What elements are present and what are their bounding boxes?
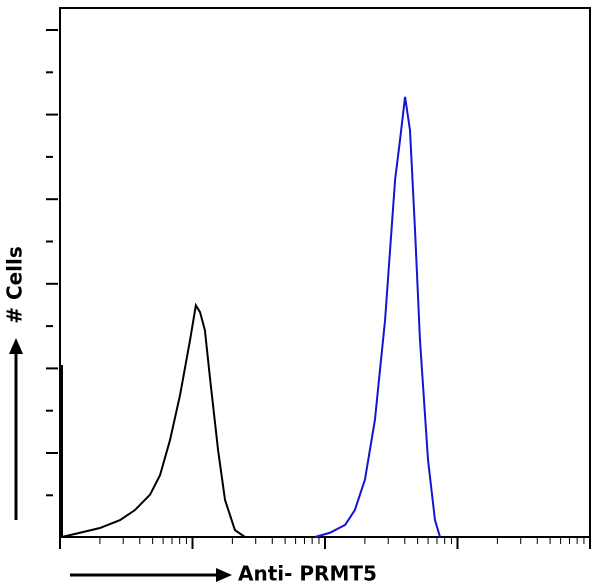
histogram-line [314,96,441,538]
y-axis-label: # Cells [3,246,27,324]
histogram-line [61,302,246,538]
x-axis-label: Anti- PRMT5 [238,562,377,586]
x-arrow-head [216,568,232,582]
y-arrow-head [9,338,23,354]
plot-frame [59,7,591,538]
ticks [46,29,591,549]
